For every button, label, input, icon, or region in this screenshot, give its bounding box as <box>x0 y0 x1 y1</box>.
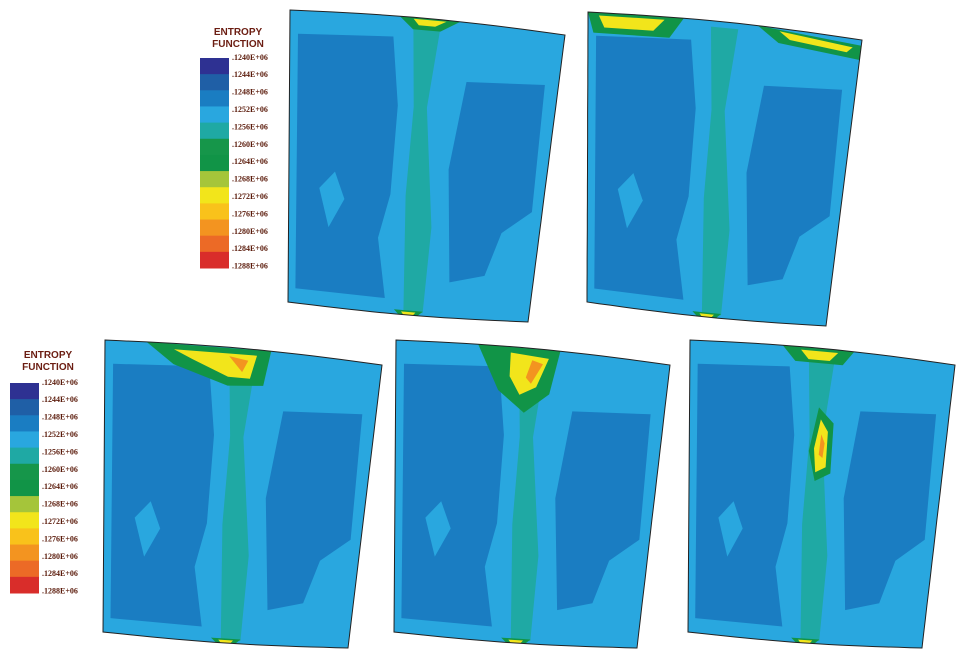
contour-region <box>220 353 257 641</box>
legend-swatch <box>10 512 39 529</box>
contour-region <box>701 26 739 316</box>
contour-region <box>413 18 447 27</box>
legend-label: .1284E+06 <box>232 244 268 253</box>
legend-swatch <box>200 58 229 75</box>
legend-swatch <box>10 383 39 400</box>
legend-swatch <box>10 415 39 432</box>
panel-outline <box>287 9 566 323</box>
legend-swatch <box>10 576 39 594</box>
contour-panel <box>586 11 863 327</box>
legend-swatch <box>10 431 39 449</box>
legend-swatch <box>200 106 229 124</box>
legend-label: .1268E+06 <box>232 175 268 184</box>
contour-panel <box>393 339 671 649</box>
contour-region <box>598 15 665 31</box>
panel-outline <box>586 11 863 327</box>
contour-region <box>110 363 214 627</box>
contour-panel <box>102 339 383 649</box>
legend-swatch <box>200 251 229 269</box>
contour-region <box>403 23 441 314</box>
legend-label: .1256E+06 <box>232 122 268 131</box>
contour-region <box>779 31 853 53</box>
contour-region <box>594 35 696 300</box>
legend-swatch <box>10 479 39 497</box>
contour-region <box>617 173 643 229</box>
legend-label: .1284E+06 <box>42 569 78 578</box>
contour-region <box>746 85 843 286</box>
legend-label: .1264E+06 <box>232 157 268 166</box>
legend-swatch <box>200 154 229 172</box>
legend-swatch <box>10 528 39 546</box>
contour-region <box>425 501 451 557</box>
legend-label: .1280E+06 <box>42 552 78 561</box>
contour-region <box>295 33 398 299</box>
legend-label: .1264E+06 <box>42 482 78 491</box>
legend-swatch <box>200 138 229 156</box>
legend-swatch <box>200 74 229 91</box>
legend-label: .1272E+06 <box>42 517 78 526</box>
legend-label: .1272E+06 <box>232 192 268 201</box>
legend-swatch <box>200 235 229 253</box>
contour-region <box>319 171 345 228</box>
legend-swatch <box>10 463 39 481</box>
legend-swatch <box>10 496 39 513</box>
legend-label: .1244E+06 <box>42 395 78 404</box>
contour-region <box>174 349 257 379</box>
legend-title: ENTROPY <box>24 350 73 361</box>
legend-label: .1248E+06 <box>42 413 78 422</box>
legend-label: .1252E+06 <box>42 430 78 439</box>
legend-swatch <box>10 544 39 562</box>
contour-region <box>510 353 547 641</box>
legend-title: FUNCTION <box>22 362 74 373</box>
legend-label: .1240E+06 <box>42 378 78 387</box>
contour-region <box>800 353 836 641</box>
legend-label: .1244E+06 <box>232 70 268 79</box>
legend-swatch <box>200 122 229 140</box>
contour-region <box>229 356 249 373</box>
legend-swatch <box>200 203 229 221</box>
legend-swatch <box>200 187 229 204</box>
panel-outline <box>393 339 671 649</box>
contour-region <box>695 363 795 627</box>
legend-swatch <box>10 560 39 578</box>
legend-label: .1248E+06 <box>232 88 268 97</box>
legend-swatch <box>200 219 229 237</box>
legend-label: .1276E+06 <box>232 209 268 218</box>
legend-label: .1256E+06 <box>42 447 78 456</box>
contour-region <box>525 360 543 384</box>
legend-swatch <box>10 447 39 465</box>
legend-label: .1268E+06 <box>42 500 78 509</box>
contour-region <box>265 411 363 611</box>
legend-title: FUNCTION <box>212 39 264 50</box>
contour-region <box>448 82 545 283</box>
legend-title: ENTROPY <box>214 27 263 38</box>
legend-swatch <box>200 90 229 107</box>
legend-label: .1288E+06 <box>42 587 78 596</box>
panel-outline <box>102 339 383 649</box>
contour-region <box>401 363 504 627</box>
contour-region <box>134 501 161 557</box>
contour-panel <box>687 339 956 649</box>
legend-swatch <box>200 171 229 188</box>
contour-region <box>555 411 651 611</box>
contour-region <box>818 434 825 458</box>
legend-label: .1280E+06 <box>232 227 268 236</box>
legend-label: .1252E+06 <box>232 105 268 114</box>
legend-label: .1288E+06 <box>232 262 268 271</box>
contour-panel <box>287 9 566 323</box>
panel-outline <box>687 339 956 649</box>
legend-label: .1260E+06 <box>232 140 268 149</box>
contour-region <box>843 411 937 611</box>
contour-region <box>801 349 839 361</box>
legend-swatch <box>10 399 39 416</box>
contour-region <box>718 501 743 557</box>
legend-label: .1276E+06 <box>42 534 78 543</box>
legend-label: .1240E+06 <box>232 53 268 62</box>
legend-label: .1260E+06 <box>42 465 78 474</box>
